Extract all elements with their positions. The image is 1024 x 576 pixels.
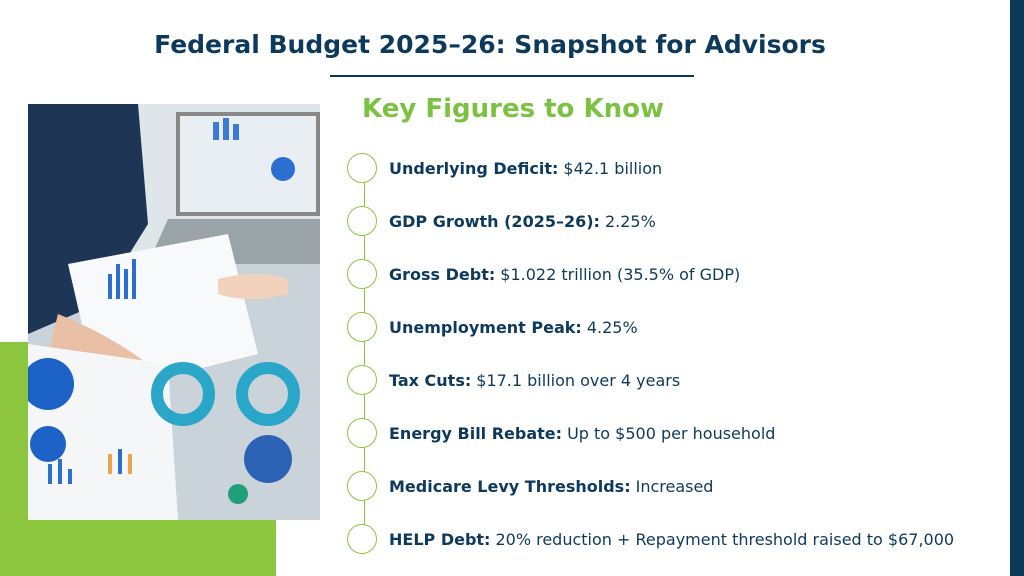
item-value: 2.25% <box>604 211 656 231</box>
item-value: 4.25% <box>586 317 638 337</box>
item: Underlying Deficit: $42.1 billion <box>347 151 662 185</box>
item-label: Medicare Levy Thresholds: <box>389 476 631 496</box>
item-text: HELP Debt: 20% reduction + Repayment thre… <box>389 530 954 549</box>
item-text: Medicare Levy Thresholds: Increased <box>389 477 713 496</box>
item-text: GDP Growth (2025–26): 2.25% <box>389 212 656 231</box>
timeline-dot <box>347 153 377 183</box>
item-value: $1.022 trillion (35.5% of GDP) <box>500 264 741 284</box>
item: Gross Debt: $1.022 trillion (35.5% of GDP… <box>347 257 740 291</box>
item-label: Energy Bill Rebate: <box>389 423 563 443</box>
item: Unemployment Peak: 4.25% <box>347 310 638 344</box>
timeline-dot <box>347 365 377 395</box>
item-label: Tax Cuts: <box>389 370 472 390</box>
item-label: HELP Debt: <box>389 529 491 549</box>
item-value: 20% reduction + Repayment threshold rais… <box>495 529 955 549</box>
item: GDP Growth (2025–26): 2.25% <box>347 204 656 238</box>
side-bar <box>1010 0 1024 576</box>
item: Tax Cuts: $17.1 billion over 4 years <box>347 363 680 397</box>
timeline <box>364 168 365 540</box>
title: Federal Budget 2025–26: Snapshot for Adv… <box>154 30 826 59</box>
photo <box>28 104 320 520</box>
item: Energy Bill Rebate: Up to $500 per househ… <box>347 416 775 450</box>
item: Medicare Levy Thresholds: Increased <box>347 469 713 503</box>
timeline-dot <box>347 259 377 289</box>
item-label: GDP Growth (2025–26): <box>389 211 600 231</box>
timeline-dot <box>347 312 377 342</box>
item-label: Unemployment Peak: <box>389 317 582 337</box>
item-text: Energy Bill Rebate: Up to $500 per househ… <box>389 424 775 443</box>
item-value: $42.1 billion <box>563 158 663 178</box>
item-text: Underlying Deficit: $42.1 billion <box>389 159 662 178</box>
heading: Key Figures to Know <box>362 94 664 124</box>
item-value: $17.1 billion over 4 years <box>476 370 681 390</box>
item-label: Gross Debt: <box>389 264 496 284</box>
item-value: Increased <box>635 476 714 496</box>
item-text: Gross Debt: $1.022 trillion (35.5% of GDP… <box>389 265 740 284</box>
timeline-dot <box>347 418 377 448</box>
item-value: Up to $500 per household <box>567 423 776 443</box>
item-label: Underlying Deficit: <box>389 158 559 178</box>
timeline-dot <box>347 524 377 554</box>
timeline-dot <box>347 471 377 501</box>
title-rule <box>330 75 694 77</box>
timeline-dot <box>347 206 377 236</box>
item-text: Unemployment Peak: 4.25% <box>389 318 638 337</box>
item: HELP Debt: 20% reduction + Repayment thre… <box>347 522 954 556</box>
item-text: Tax Cuts: $17.1 billion over 4 years <box>389 371 680 390</box>
